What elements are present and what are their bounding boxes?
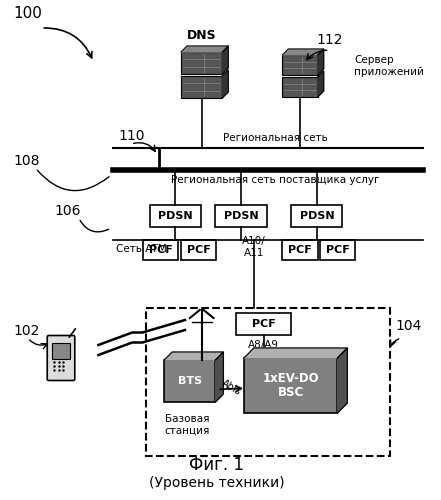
Text: 110: 110: [118, 129, 145, 143]
Text: A10/
A11: A10/ A11: [242, 236, 266, 258]
Text: PCF: PCF: [149, 245, 172, 255]
FancyBboxPatch shape: [181, 240, 217, 260]
Polygon shape: [216, 352, 223, 402]
Text: BTS: BTS: [178, 376, 202, 386]
Text: 108: 108: [14, 154, 40, 168]
Text: A8/A9: A8/A9: [248, 340, 279, 350]
Text: PCF: PCF: [187, 245, 211, 255]
Polygon shape: [164, 352, 223, 360]
Text: PCF: PCF: [288, 245, 312, 255]
Text: PDSN: PDSN: [299, 211, 334, 221]
Text: 112: 112: [317, 33, 343, 47]
FancyBboxPatch shape: [244, 358, 337, 413]
Text: PCF: PCF: [325, 245, 349, 255]
Polygon shape: [318, 71, 324, 97]
FancyBboxPatch shape: [282, 240, 318, 260]
Polygon shape: [222, 46, 228, 74]
FancyBboxPatch shape: [216, 205, 267, 227]
FancyBboxPatch shape: [143, 240, 178, 260]
Text: PDSN: PDSN: [158, 211, 192, 221]
Text: Сеть ATM: Сеть ATM: [116, 244, 167, 254]
Text: 102: 102: [14, 324, 40, 338]
Text: (Уровень техники): (Уровень техники): [149, 476, 284, 490]
Polygon shape: [282, 49, 324, 55]
Text: PCF: PCF: [252, 319, 276, 329]
Text: Фиг. 1: Фиг. 1: [189, 456, 244, 474]
Text: DNS: DNS: [187, 29, 217, 42]
FancyBboxPatch shape: [282, 55, 318, 75]
Text: 1xEV-DO
BSC: 1xEV-DO BSC: [262, 372, 319, 400]
Polygon shape: [318, 49, 324, 75]
FancyBboxPatch shape: [282, 77, 318, 97]
Text: PDSN: PDSN: [224, 211, 258, 221]
Polygon shape: [222, 70, 228, 98]
Text: Базовая
станция: Базовая станция: [164, 414, 209, 436]
Polygon shape: [244, 348, 348, 358]
FancyBboxPatch shape: [320, 240, 355, 260]
FancyBboxPatch shape: [236, 313, 291, 335]
FancyBboxPatch shape: [52, 343, 71, 359]
FancyBboxPatch shape: [164, 360, 216, 402]
Text: Региональная сеть: Региональная сеть: [223, 133, 328, 143]
Text: Abis: Abis: [220, 378, 243, 397]
Text: 106: 106: [54, 204, 81, 218]
Polygon shape: [181, 46, 228, 52]
FancyBboxPatch shape: [291, 205, 342, 227]
FancyBboxPatch shape: [181, 52, 222, 74]
FancyBboxPatch shape: [149, 205, 201, 227]
Text: 100: 100: [14, 6, 43, 21]
Text: 104: 104: [396, 319, 422, 333]
Polygon shape: [337, 348, 348, 413]
FancyBboxPatch shape: [181, 76, 222, 98]
Text: Сервер
приложений: Сервер приложений: [354, 55, 424, 76]
FancyBboxPatch shape: [47, 336, 75, 380]
Text: Региональная сеть поставщика услуг: Региональная сеть поставщика услуг: [171, 175, 380, 185]
